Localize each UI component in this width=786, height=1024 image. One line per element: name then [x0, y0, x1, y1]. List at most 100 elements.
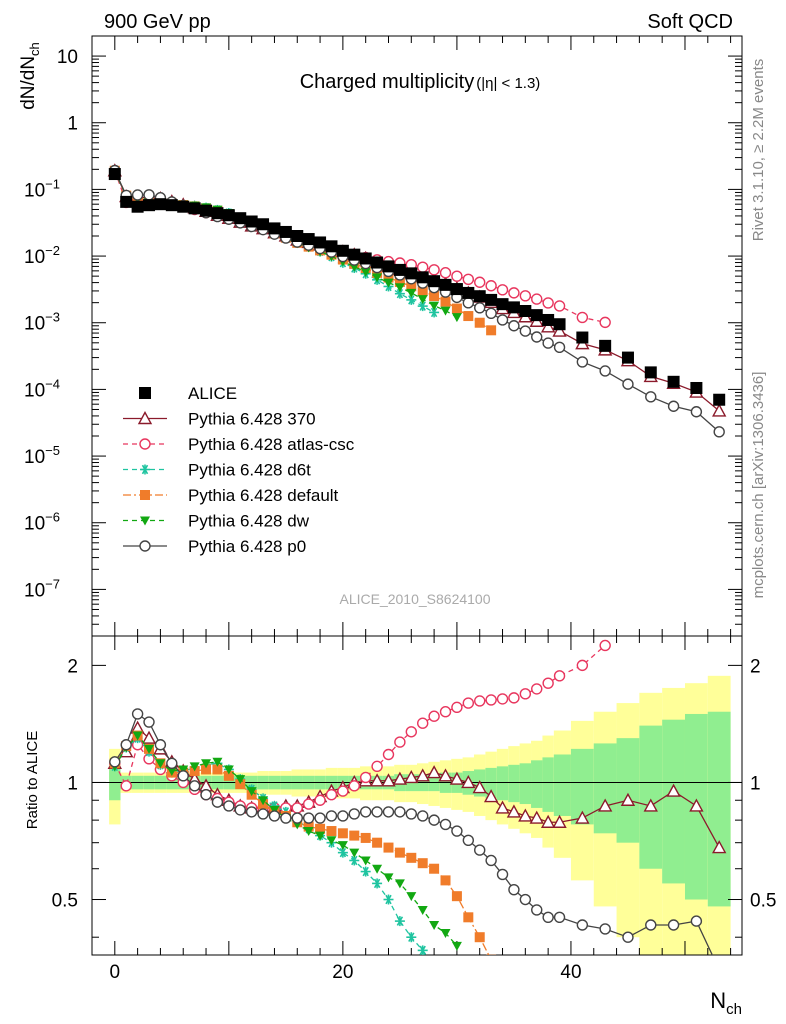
ratio-point-default — [235, 779, 246, 790]
legend: ALICE Pythia 6.428 370 Pythia 6.428 atlas-… — [123, 384, 355, 556]
legend-label-default: Pythia 6.428 default — [188, 486, 339, 505]
ratio-point-p0 — [428, 814, 440, 826]
point-alice — [279, 225, 292, 238]
point-p0 — [713, 426, 725, 438]
point-p0 — [667, 400, 680, 412]
point-dw — [440, 306, 451, 316]
ratio-point-default — [303, 821, 314, 832]
ratio-point-atlas — [371, 760, 383, 773]
ratio-point-p0 — [417, 810, 429, 822]
band-inner-bin — [496, 766, 509, 801]
ratio-point-default — [429, 863, 440, 874]
point-alice — [108, 168, 121, 181]
point-p0 — [519, 325, 532, 337]
ratio-point-p370 — [540, 814, 556, 828]
ratio-point-p0 — [474, 844, 486, 856]
ratio-point-p370 — [620, 792, 636, 806]
point-dw — [383, 278, 394, 288]
point-atlas — [451, 270, 463, 282]
point-atlas — [542, 297, 554, 309]
ratio-point-p370 — [415, 768, 430, 782]
ratio-point-dw — [360, 856, 371, 866]
legend-label-alice: ALICE — [188, 384, 237, 403]
ratio-point-p0 — [599, 923, 611, 935]
ratio-point-p0 — [348, 808, 360, 820]
point-default — [463, 311, 474, 322]
ratio-point-default — [372, 837, 383, 848]
point-alice — [200, 204, 213, 217]
y-tick-label-exponent: −3 — [45, 310, 60, 325]
ratio-point-p370 — [529, 810, 544, 824]
point-alice — [496, 298, 509, 311]
band-inner-bin — [109, 766, 121, 801]
point-p0 — [131, 189, 144, 201]
point-p370 — [552, 323, 567, 337]
y-tick-label-exponent: −5 — [45, 443, 60, 458]
band-inner-bin — [542, 757, 554, 812]
y-tick-label: 1 — [67, 114, 78, 135]
ratio-point-p0 — [223, 800, 235, 812]
point-p0 — [576, 356, 589, 368]
ratio-point-default — [337, 828, 348, 839]
ratio-point-p0 — [188, 780, 201, 792]
ratio-point-default — [223, 770, 234, 781]
legend-marker-d6t — [140, 464, 150, 475]
band-inner-bin — [616, 738, 640, 843]
ratio-point-p370 — [461, 774, 476, 789]
ratio-point-p0 — [257, 808, 269, 820]
point-alice — [371, 256, 384, 269]
band-inner-bin — [570, 748, 594, 825]
ratio-point-atlas — [302, 798, 315, 810]
point-dw — [372, 273, 383, 283]
ratio-point-dw — [258, 796, 269, 806]
ratio-point-d6t — [406, 932, 417, 943]
ratio-point-atlas — [576, 659, 589, 672]
ratio-point-dw — [189, 762, 200, 772]
ratio-point-p0 — [109, 756, 121, 768]
analysis-id: ALICE_2010_S8624100 — [339, 591, 490, 607]
ratio-point-p370 — [666, 783, 681, 797]
ratio-y-axis-label: Ratio to ALICE — [24, 731, 41, 829]
point-alice — [428, 275, 441, 288]
point-alice — [473, 290, 486, 303]
band-inner-bin — [485, 767, 497, 799]
ratio-point-dw — [246, 787, 257, 797]
legend-marker-dw — [140, 516, 150, 526]
ratio-point-p0 — [667, 919, 680, 931]
point-alice — [439, 278, 452, 291]
ratio-point-dw — [337, 841, 348, 851]
y-tick-label-exponent: −4 — [45, 376, 60, 391]
ratio-point-p370 — [472, 780, 487, 794]
ratio-point-p0 — [143, 716, 155, 728]
ratio-point-default — [349, 830, 360, 841]
point-dw — [406, 288, 417, 298]
point-p0 — [690, 406, 703, 418]
x-tick-label: 20 — [332, 962, 353, 983]
legend-marker-p0 — [139, 540, 151, 552]
ratio-point-d6t — [360, 866, 371, 877]
ratio-point-atlas — [417, 717, 429, 729]
y-axis-label: dN/dNch — [18, 42, 42, 110]
ratio-point-p370 — [381, 773, 396, 787]
point-default — [406, 281, 417, 292]
point-alice — [599, 339, 612, 352]
band-inner-bin — [662, 719, 685, 884]
ratio-point-dw — [349, 848, 360, 858]
chart-title-cut: (|η| < 1.3) — [476, 75, 540, 92]
ratio-tick-label-left: 0.5 — [52, 891, 78, 912]
point-atlas — [428, 264, 440, 276]
ratio-point-default — [394, 847, 405, 858]
point-alice — [644, 366, 657, 379]
ratio-point-atlas — [337, 785, 349, 797]
ratio-point-p0 — [690, 915, 703, 927]
ratio-point-atlas — [120, 780, 132, 792]
point-atlas — [531, 293, 543, 305]
point-p0 — [622, 378, 634, 390]
ratio-point-d6t — [337, 847, 348, 858]
ratio-point-p370 — [141, 730, 157, 744]
point-p0 — [485, 307, 497, 319]
ratio-point-atlas — [348, 780, 360, 792]
series-line — [114, 171, 458, 318]
ratio-point-p0 — [337, 810, 349, 822]
